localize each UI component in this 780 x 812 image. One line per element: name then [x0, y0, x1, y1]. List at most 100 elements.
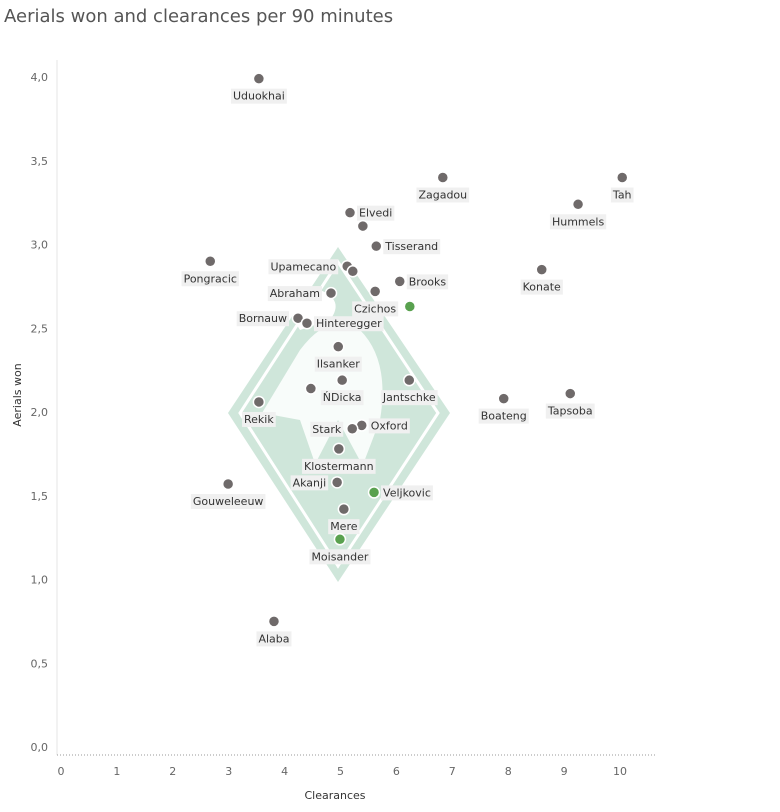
- data-point[interactable]: [345, 422, 359, 435]
- point-label: Akanji: [290, 475, 329, 491]
- point-label: Boateng: [478, 408, 529, 424]
- data-point[interactable]: [615, 171, 629, 184]
- point-label: Tah: [610, 187, 634, 203]
- point-label: Pongracic: [181, 271, 239, 287]
- x-tick-label: 4: [281, 765, 288, 778]
- data-point[interactable]: [368, 285, 382, 298]
- y-tick-label: 4,0: [31, 71, 49, 84]
- svg-text:Uduokhai: Uduokhai: [233, 90, 285, 103]
- data-point[interactable]: [535, 263, 548, 276]
- svg-text:Klostermann: Klostermann: [304, 460, 374, 473]
- point-label: Abraham: [267, 286, 322, 302]
- data-point[interactable]: [252, 72, 266, 85]
- data-point[interactable]: [563, 387, 577, 400]
- svg-text:Brooks: Brooks: [409, 275, 447, 288]
- svg-text:Pongracic: Pongracic: [184, 272, 237, 285]
- point-label: Rekik: [242, 411, 276, 427]
- svg-text:Akanji: Akanji: [293, 476, 327, 489]
- point-label: Mere: [328, 519, 360, 535]
- point-label: Hinteregger: [313, 316, 384, 332]
- data-point[interactable]: [370, 239, 383, 253]
- data-point[interactable]: [330, 476, 344, 489]
- data-point[interactable]: [335, 373, 349, 387]
- x-tick-label: 5: [337, 765, 344, 778]
- data-point[interactable]: [571, 198, 585, 211]
- point-label: Tisserand: [383, 239, 441, 255]
- data-point[interactable]: [204, 255, 217, 268]
- svg-text:Elvedi: Elvedi: [359, 207, 392, 220]
- svg-text:Oxford: Oxford: [371, 419, 408, 432]
- data-point[interactable]: [393, 275, 407, 288]
- svg-text:Bornauw: Bornauw: [239, 312, 287, 325]
- x-tick-label: 2: [169, 765, 176, 778]
- point-label: Brooks: [406, 274, 449, 290]
- svg-text:Ilsanker: Ilsanker: [317, 358, 360, 371]
- y-tick-label: 1,0: [31, 574, 49, 587]
- y-axis-label: Aerials won: [11, 363, 24, 426]
- x-tick-label: 1: [113, 765, 120, 778]
- chart-title: Aerials won and clearances per 90 minute…: [4, 6, 394, 27]
- svg-text:Rekik: Rekik: [244, 413, 274, 426]
- point-label: Oxford: [368, 418, 410, 434]
- svg-text:Stark: Stark: [312, 423, 342, 436]
- point-label: Veljkovic: [381, 485, 433, 501]
- point-label: Czichos: [352, 301, 399, 317]
- svg-text:Gouweleeuw: Gouweleeuw: [193, 495, 264, 508]
- point-label: Bornauw: [236, 311, 290, 327]
- point-label: Stark: [310, 421, 344, 437]
- svg-text:Hummels: Hummels: [552, 215, 604, 228]
- x-tick-label: 10: [613, 765, 627, 778]
- y-tick-label: 3,5: [31, 155, 49, 168]
- data-point[interactable]: [267, 615, 281, 628]
- data-point[interactable]: [367, 486, 381, 499]
- svg-text:Czichos: Czichos: [354, 302, 396, 315]
- data-point[interactable]: [403, 373, 416, 387]
- data-point[interactable]: [300, 316, 314, 330]
- data-point[interactable]: [304, 382, 318, 395]
- point-label: Klostermann: [302, 458, 376, 474]
- data-point[interactable]: [324, 286, 338, 300]
- svg-text:Tapsoba: Tapsoba: [547, 405, 593, 418]
- data-point[interactable]: [333, 533, 347, 546]
- data-point[interactable]: [332, 340, 345, 353]
- point-label: Moisander: [309, 549, 371, 565]
- y-tick-label: 0,0: [31, 741, 49, 754]
- y-tick-label: 0,5: [31, 657, 49, 670]
- data-point[interactable]: [356, 219, 370, 233]
- point-label: Ilsanker: [314, 356, 362, 372]
- point-label: Alaba: [256, 631, 292, 647]
- data-point[interactable]: [252, 395, 266, 409]
- data-point[interactable]: [337, 502, 351, 516]
- x-axis-label: Clearances: [304, 789, 365, 802]
- data-point[interactable]: [497, 392, 510, 405]
- data-point[interactable]: [436, 171, 450, 184]
- svg-text:Boateng: Boateng: [481, 410, 527, 423]
- y-tick-label: 2,0: [31, 406, 49, 419]
- x-tick-label: 7: [449, 765, 456, 778]
- data-point[interactable]: [403, 300, 417, 313]
- svg-text:Veljkovic: Veljkovic: [383, 486, 431, 499]
- data-point[interactable]: [221, 477, 235, 491]
- x-tick-label: 8: [505, 765, 512, 778]
- svg-text:Upamecano: Upamecano: [270, 260, 336, 273]
- svg-text:Moisander: Moisander: [311, 550, 368, 563]
- data-point[interactable]: [332, 442, 346, 456]
- y-tick-label: 2,5: [31, 322, 49, 335]
- y-tick-label: 3,0: [31, 239, 49, 252]
- point-label: Gouweleeuw: [190, 494, 266, 510]
- svg-text:Hinteregger: Hinteregger: [316, 317, 382, 330]
- svg-text:Abraham: Abraham: [270, 287, 320, 300]
- x-tick-label: 6: [393, 765, 400, 778]
- svg-text:Tisserand: Tisserand: [384, 240, 438, 253]
- data-point[interactable]: [346, 265, 360, 278]
- svg-text:Jantschke: Jantschke: [382, 391, 436, 404]
- svg-text:Konate: Konate: [523, 281, 561, 294]
- point-label: Elvedi: [357, 205, 395, 221]
- point-label: ŃDicka: [320, 390, 364, 406]
- point-label: Jantschke: [380, 390, 438, 406]
- data-point[interactable]: [343, 206, 357, 219]
- point-label: Upamecano: [268, 259, 339, 275]
- svg-text:ŃDicka: ŃDicka: [323, 391, 362, 404]
